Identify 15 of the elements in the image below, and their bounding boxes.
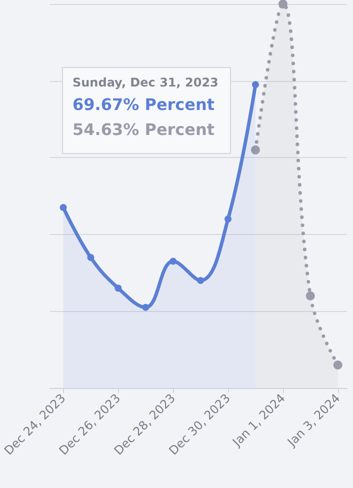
point (278, 0, 288, 8)
point (60, 204, 67, 212)
point (197, 276, 204, 284)
annotation: Sunday, Dec 31, 2023 (72, 76, 218, 90)
point (114, 284, 122, 292)
point (252, 81, 259, 88)
point (87, 254, 94, 261)
point (170, 258, 177, 265)
point (142, 304, 150, 311)
point (224, 216, 232, 223)
annotation: 69.67% Percent (72, 95, 215, 114)
annotation: 54.63% Percent (72, 120, 215, 139)
point (333, 360, 342, 370)
point (306, 291, 315, 300)
point (250, 145, 260, 154)
